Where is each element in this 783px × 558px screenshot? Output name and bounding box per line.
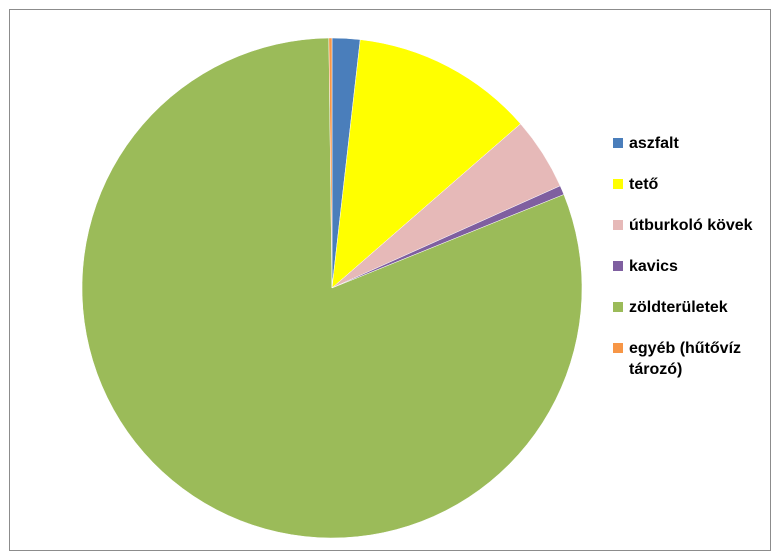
legend-label-egyeb: egyéb (hűtővíz tározó) [629,340,742,378]
legend: aszfalt tető útburkoló kövek kavics zöld… [613,133,763,400]
legend-swatch-teto [613,179,623,189]
legend-item-egyeb: egyéb (hűtővíz tározó) [613,338,763,380]
legend-label-kavics: kavics [629,258,678,275]
legend-item-aszfalt: aszfalt [613,133,763,154]
legend-item-kavics: kavics [613,256,763,277]
pie-slice-egyeb-hutoviz-tarozo [328,37,333,289]
legend-label-zoldteruletek: zöldterületek [629,299,728,316]
legend-label-aszfalt: aszfalt [629,135,679,152]
pie-slice-teto [331,39,521,289]
legend-swatch-aszfalt [613,138,623,148]
legend-swatch-egyeb [613,343,623,353]
legend-label-teto: tető [629,176,659,193]
legend-item-utburkolo-kovek: útburkoló kövek [613,215,763,236]
legend-item-teto: tető [613,174,763,195]
legend-swatch-utburkolo-kovek [613,220,623,230]
chart-area: aszfalt tető útburkoló kövek kavics zöld… [9,9,771,551]
legend-swatch-zoldteruletek [613,302,623,312]
legend-item-zoldteruletek: zöldterületek [613,297,763,318]
pie-chart [81,37,583,539]
legend-label-utburkolo-kovek: útburkoló kövek [629,217,753,234]
legend-swatch-kavics [613,261,623,271]
